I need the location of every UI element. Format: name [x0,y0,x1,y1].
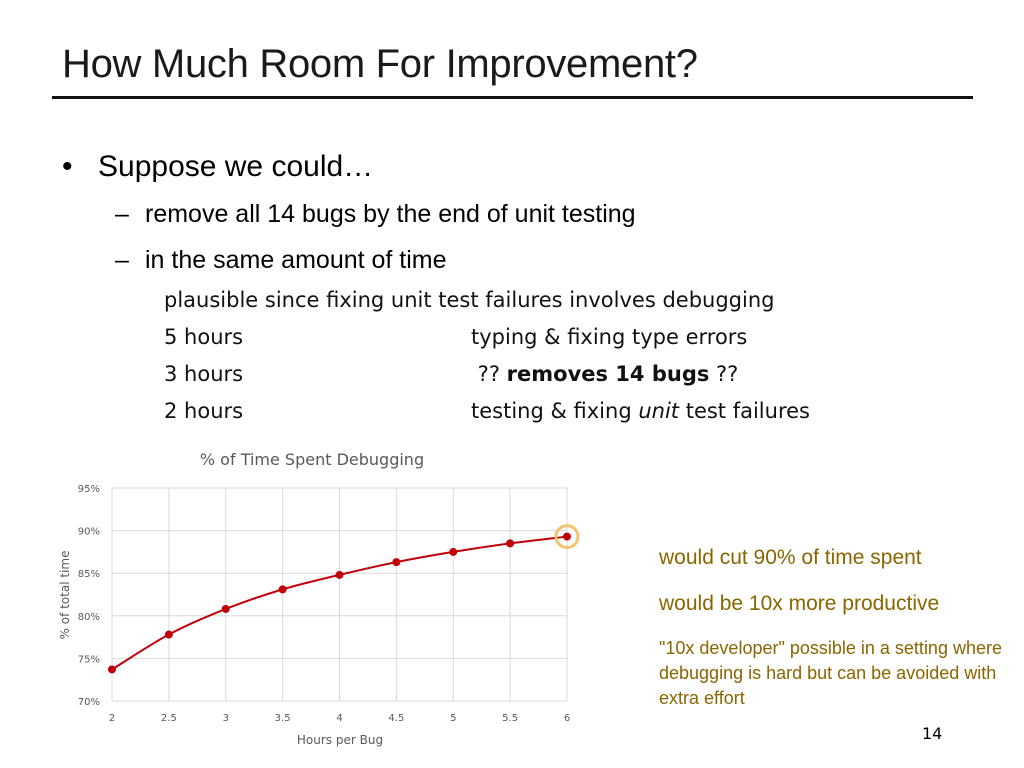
desc-italic: unit [638,399,680,423]
data-point [449,547,458,556]
data-point [278,585,287,594]
highlight-ring [554,524,580,550]
desc-bold: removes 14 bugs [506,362,710,386]
x-tick-label: 2 [109,713,115,724]
x-axis-label: Hours per Bug [297,733,383,747]
y-tick-label: 95% [78,484,100,495]
data-point [164,630,173,639]
bullet-main-text: Suppose we could… [98,150,374,183]
data-point [563,532,571,541]
y-tick-label: 80% [78,612,100,623]
desc-pre: testing & fixing [471,399,639,423]
x-tick-label: 6 [564,713,570,724]
x-tick-label: 5.5 [502,713,518,724]
time-row-desc: ?? removes 14 bugs ?? [471,362,739,386]
sub-note: plausible since fixing unit test failure… [164,288,775,312]
time-row-desc: typing & fixing type errors [471,325,748,349]
bullet-main: • Suppose we could… [62,150,373,184]
y-tick-label: 90% [78,527,100,538]
callout-cut-time: would cut 90% of time spent [659,546,922,569]
page-number: 14 [922,724,943,743]
chart-title: % of Time Spent Debugging [200,450,424,469]
slide-title: How Much Room For Improvement? [62,42,698,86]
chart-grid [111,487,568,702]
dash-symbol: – [115,246,129,274]
callout-10x-developer: "10x developer" possible in a setting wh… [659,638,1002,708]
callout-productive: would be 10x more productive [659,592,940,615]
data-point [392,558,401,567]
data-point [506,539,515,548]
dash-item-2: – in the same amount of time [115,246,447,275]
x-tick-label: 4 [336,713,342,724]
dash-item-2-text: in the same amount of time [145,246,447,274]
y-tick-label: 85% [78,569,100,580]
time-row-desc: testing & fixing unit test failures [471,399,810,423]
data-point [335,570,344,579]
desc-post: test failures [679,399,810,423]
debugging-chart: % of Time Spent Debugging 70% 75% 80% 85% 90… [0,440,640,760]
y-axis-label: % of total time [58,551,72,640]
chart-svg: % of Time Spent Debugging 70% 75% 80% 85% 90… [58,450,580,747]
x-tick-label: 5 [450,713,456,724]
x-axis-ticks: 2 2.5 3 3.5 4 4.5 5 5.5 6 [109,713,570,724]
y-tick-label: 75% [78,654,100,665]
x-tick-label: 3.5 [275,713,291,724]
dash-item-1: – remove all 14 bugs by the end of unit … [115,200,636,229]
time-row-hours: 3 hours [164,362,244,386]
dash-symbol: – [115,200,129,228]
dash-item-1-text: remove all 14 bugs by the end of unit te… [145,200,636,228]
data-point [221,604,230,613]
time-row-hours: 2 hours [164,399,244,423]
x-tick-label: 3 [223,713,229,724]
x-tick-label: 2.5 [161,713,177,724]
data-point [108,665,116,674]
series-points [108,532,571,674]
bullet-dot: • [62,150,73,183]
desc-post: ?? [709,362,739,386]
y-tick-label: 70% [78,697,100,708]
desc-pre: ?? [471,362,507,386]
x-tick-label: 4.5 [388,713,404,724]
y-axis-ticks: 70% 75% 80% 85% 90% 95% [78,484,100,708]
title-divider [52,96,973,99]
time-row-hours: 5 hours [164,325,244,349]
